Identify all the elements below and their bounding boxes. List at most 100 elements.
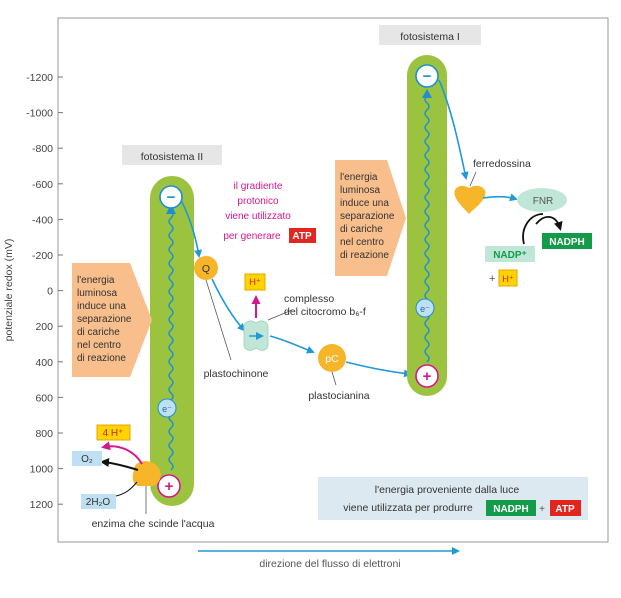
photosystem-2-plus-circle bbox=[157, 474, 181, 498]
bottom-note-box bbox=[318, 477, 588, 520]
photosystem-1-electron-label: e⁻ bbox=[420, 304, 430, 314]
pc-to-ps1-arrow bbox=[345, 361, 412, 378]
y-tick-label: 1000 bbox=[30, 464, 54, 476]
note-line: di reazione bbox=[77, 353, 126, 364]
enzyme-label: enzima che scinde l'acqua bbox=[92, 518, 215, 530]
y-tick-label: -600 bbox=[32, 179, 53, 191]
photosystem-1-electron-wave bbox=[424, 94, 430, 363]
note-line: protonico bbox=[237, 196, 279, 207]
photosystem-2-title: fotosistema II bbox=[141, 151, 203, 163]
photosystem-1: fotosistema I − + e⁻ l'energia luminosa in… bbox=[335, 25, 481, 396]
note-line: per generare bbox=[223, 231, 281, 242]
oxygen-release-arrow bbox=[100, 458, 139, 471]
y-axis-ticks: -1200 -1000 -800 -600 -400 -200 0 200 400 600 800 1… bbox=[26, 72, 63, 511]
bottom-note-line1: l'energia proveniente dalla luce bbox=[375, 484, 520, 496]
fnr-ellipse bbox=[517, 188, 567, 212]
fnr-label: FNR bbox=[533, 196, 554, 207]
nadp-reduction-arc bbox=[522, 213, 544, 245]
bottom-nadph-box bbox=[486, 500, 536, 516]
note-line: separazione bbox=[77, 314, 132, 325]
y-tick-label: 1200 bbox=[30, 499, 54, 511]
note-line: di reazione bbox=[340, 250, 389, 261]
cytochrome-label-line1: complesso bbox=[284, 293, 334, 305]
plastoquinone-symbol: Q bbox=[202, 263, 210, 275]
water-splitting-enzyme bbox=[132, 461, 161, 486]
photosystem-2-minus-circle bbox=[159, 185, 183, 209]
photosystem-2-energy-arrow bbox=[72, 263, 152, 377]
photosystem-2-minus-sign: − bbox=[167, 189, 176, 206]
oxygen-box bbox=[72, 451, 102, 466]
note-line: l'energia bbox=[340, 172, 378, 183]
note-line: induce una bbox=[77, 301, 126, 312]
nadph-box bbox=[542, 233, 592, 249]
q-to-cytochrome-arrow bbox=[211, 278, 246, 332]
photosystem-2-title-box bbox=[122, 145, 222, 165]
hplus-release-arrow bbox=[101, 441, 143, 465]
y-tick-label: 600 bbox=[35, 392, 53, 404]
note-line: il gradiente bbox=[234, 181, 283, 192]
photosystem-2-wave-arrowhead bbox=[166, 205, 176, 214]
photosystem-2: fotosistema II − + e⁻ l'energia luminosa i… bbox=[72, 145, 222, 506]
gradient-atp-box bbox=[289, 228, 316, 243]
photosystem-2-plus-sign: + bbox=[165, 478, 174, 495]
note-line: nel centro bbox=[77, 340, 121, 351]
water-hplus-box bbox=[96, 424, 131, 441]
photosystem-1-minus-circle bbox=[415, 64, 439, 88]
ferredoxin-to-fnr-arrow bbox=[482, 193, 518, 202]
photosystem-1-plus-circle bbox=[415, 364, 439, 388]
nadp-plus-sign: + bbox=[489, 273, 495, 285]
ferredoxin-shape bbox=[454, 185, 486, 214]
cytochrome-to-pc-arrow bbox=[269, 335, 315, 354]
note-line: l'energia bbox=[77, 275, 115, 286]
fnr-hplus-box bbox=[498, 269, 518, 287]
photosystem-2-electron-circle bbox=[157, 398, 177, 418]
water-hplus-label: 4 H⁺ bbox=[103, 428, 124, 439]
y-tick-label: -800 bbox=[32, 143, 53, 155]
fnr-hplus-label: H⁺ bbox=[502, 274, 514, 285]
note-line: separazione bbox=[340, 211, 395, 222]
photosystem-1-title: fotosistema I bbox=[400, 31, 460, 43]
photosystem-2-bar bbox=[150, 176, 194, 506]
oxygen-label: O₂ bbox=[81, 454, 93, 465]
note-line: luminosa bbox=[340, 185, 380, 196]
water-splitting: 4 H⁺ O₂ 2H₂O enzima che scinde l'acqua bbox=[72, 424, 215, 530]
note-line: induce una bbox=[340, 198, 389, 209]
y-tick-label: -200 bbox=[32, 250, 53, 262]
photosystem-1-bar bbox=[407, 55, 447, 396]
bottom-nadph-label: NADPH bbox=[493, 504, 529, 515]
nadph-label: NADPH bbox=[549, 237, 585, 248]
note-line: di cariche bbox=[77, 327, 120, 338]
y-tick-label: 0 bbox=[47, 286, 53, 298]
bottom-note-line2: viene utilizzata per produrre bbox=[343, 502, 473, 514]
photosystem-2-energy-note: l'energia luminosa induce una separazione di… bbox=[77, 275, 132, 364]
photosystem-1-title-box bbox=[379, 25, 481, 45]
cytochrome-hplus-box bbox=[244, 273, 266, 291]
photosystem-1-energy-arrow bbox=[335, 160, 406, 276]
gradient-atp-label: ATP bbox=[292, 231, 312, 242]
y-axis-label: potenziale redox (mV) bbox=[3, 239, 15, 342]
note-line: viene utilizzato bbox=[225, 211, 291, 222]
cytochrome-label-line2: del citocromo b₆-f bbox=[284, 306, 366, 318]
note-line: di cariche bbox=[340, 224, 383, 235]
y-tick-label: -1000 bbox=[26, 108, 53, 120]
nadp-box bbox=[485, 246, 535, 262]
photosystem-2-electron-wave bbox=[168, 210, 174, 471]
y-tick-label: -1200 bbox=[26, 72, 53, 84]
water-label: 2H₂O bbox=[86, 497, 111, 508]
plastocyanin-symbol: pC bbox=[325, 353, 339, 365]
photosystem-1-minus-sign: − bbox=[423, 68, 432, 85]
photosystem-1-plus-sign: + bbox=[423, 368, 432, 385]
plastoquinone-circle bbox=[194, 256, 218, 280]
y-tick-label: 800 bbox=[35, 428, 53, 440]
ps1-to-ferredoxin-arrow bbox=[438, 79, 469, 180]
ferredoxin-label: ferredossina bbox=[473, 158, 531, 170]
note-line: nel centro bbox=[340, 237, 384, 248]
bottom-plus-sign: + bbox=[539, 504, 545, 515]
bottom-atp-box bbox=[550, 500, 581, 516]
nadp-label: NADP⁺ bbox=[493, 250, 527, 261]
ps2-to-q-arrow bbox=[180, 199, 202, 258]
plastoquinone-label: plastochinone bbox=[204, 368, 269, 380]
note-line: luminosa bbox=[77, 288, 117, 299]
